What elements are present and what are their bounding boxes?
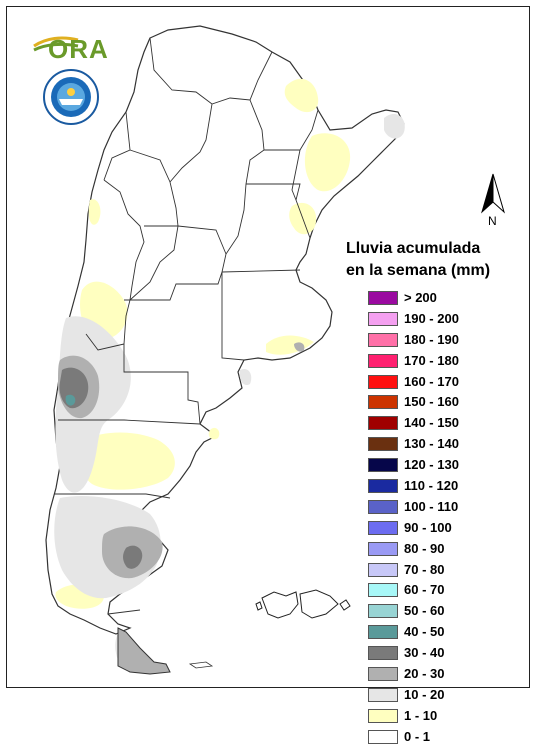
legend-swatch bbox=[368, 479, 398, 494]
legend-swatch bbox=[368, 458, 398, 473]
legend-swatch bbox=[368, 583, 398, 598]
legend-swatch bbox=[368, 729, 398, 744]
legend-label: 150 - 160 bbox=[404, 394, 459, 410]
legend-swatch bbox=[368, 395, 398, 410]
legend-swatch bbox=[368, 520, 398, 535]
legend-swatch bbox=[368, 541, 398, 556]
rain-1-10-regions bbox=[55, 78, 351, 609]
legend-swatch bbox=[368, 353, 398, 368]
rain-40-50-regions bbox=[65, 394, 76, 406]
legend-swatch bbox=[368, 604, 398, 619]
legend-swatch bbox=[368, 374, 398, 389]
legend-swatch bbox=[368, 667, 398, 682]
legend-title: Lluvia acumulada en la semana (mm) bbox=[346, 238, 516, 282]
legend-swatch bbox=[368, 708, 398, 723]
legend-title-line1: Lluvia acumulada bbox=[346, 240, 481, 257]
malvinas-islands bbox=[255, 589, 351, 619]
legend-label: 60 - 70 bbox=[404, 582, 445, 598]
smn-seal-icon bbox=[42, 68, 100, 126]
legend-label: 40 - 50 bbox=[404, 624, 445, 640]
legend-swatch bbox=[368, 416, 398, 431]
province-boundaries bbox=[54, 37, 319, 615]
legend-swatch bbox=[368, 291, 398, 305]
legend-label: 100 - 110 bbox=[404, 498, 459, 514]
legend-label: 50 - 60 bbox=[404, 603, 445, 619]
legend-label: 70 - 80 bbox=[404, 561, 445, 577]
legend-label: 130 - 140 bbox=[404, 436, 459, 452]
legend-label: 180 - 190 bbox=[404, 331, 459, 347]
legend-label: 140 - 150 bbox=[404, 415, 459, 431]
legend-label: 160 - 170 bbox=[404, 373, 459, 389]
tierra-del-fuego bbox=[117, 627, 171, 675]
legend-label: 190 - 200 bbox=[404, 310, 459, 326]
legend-title-line2: en la semana (mm) bbox=[346, 262, 491, 279]
legend-label: 90 - 100 bbox=[404, 519, 452, 535]
north-arrow-icon bbox=[478, 172, 508, 220]
legend-label: 0 - 1 bbox=[404, 728, 431, 744]
north-label: N bbox=[488, 214, 497, 228]
logo-text: ORA bbox=[48, 34, 109, 64]
legend-swatch bbox=[368, 332, 398, 347]
legend-label: > 200 bbox=[404, 290, 437, 305]
legend-label: 10 - 20 bbox=[404, 686, 445, 702]
ora-logo: ORA bbox=[32, 28, 112, 64]
legend-swatch bbox=[368, 687, 398, 702]
legend-label: 170 - 180 bbox=[404, 352, 459, 368]
legend-swatch bbox=[368, 311, 398, 326]
precipitation-map bbox=[45, 25, 405, 675]
legend-swatch bbox=[368, 499, 398, 514]
legend-swatch bbox=[368, 625, 398, 640]
legend-label: 20 - 30 bbox=[404, 666, 445, 682]
legend-swatch bbox=[368, 646, 398, 661]
legend-label: 1 - 10 bbox=[404, 707, 438, 723]
legend-label: 30 - 40 bbox=[404, 645, 445, 661]
legend-swatch bbox=[368, 437, 398, 452]
legend-label: 120 - 130 bbox=[404, 457, 459, 473]
isla-de-los-estados bbox=[188, 661, 214, 669]
legend-label: 110 - 120 bbox=[404, 478, 459, 494]
legend-label: 80 - 90 bbox=[404, 540, 445, 556]
legend-swatch bbox=[368, 562, 398, 577]
